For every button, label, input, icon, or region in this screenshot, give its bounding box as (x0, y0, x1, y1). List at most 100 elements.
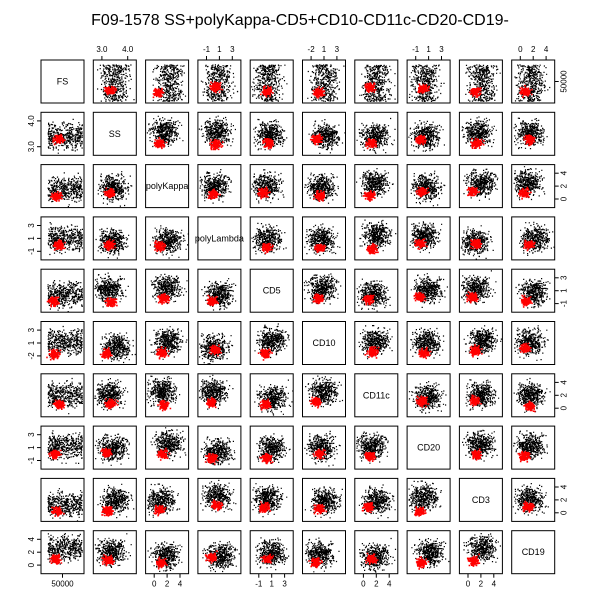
black-event-cloud (94, 272, 129, 308)
panel-ss-vs-polylambda (197, 111, 242, 156)
panel-cd3-vs-cd10 (302, 477, 346, 522)
panel-frame (145, 268, 190, 313)
black-event-cloud (94, 433, 130, 466)
tick-label: 3 (27, 327, 36, 332)
panel-polylambda-vs-cd3 (458, 216, 503, 261)
panel-ss-vs-cd10 (302, 111, 346, 156)
red-gated-subset (364, 451, 377, 462)
panel-cd3-vs-cd5 (249, 477, 294, 522)
red-gated-subset (204, 453, 219, 465)
black-event-cloud (97, 64, 135, 102)
tick-label: -1 (203, 45, 211, 54)
black-event-cloud (304, 486, 343, 519)
red-gated-subset (207, 188, 221, 200)
panel-frame (302, 164, 346, 209)
panel-cd19-vs-cd3 (458, 530, 503, 575)
diagonal-panel-frame (458, 477, 503, 522)
panel-cd3-vs-fs (40, 477, 85, 522)
panel-frame (145, 477, 190, 522)
tick-label: 3.0 (27, 141, 36, 153)
black-event-cloud (147, 483, 181, 518)
panel-frame (458, 216, 503, 261)
panel-fs-vs-cd10 (302, 59, 346, 104)
black-event-cloud (409, 221, 443, 254)
panel-frame (197, 111, 242, 156)
panel-frame (92, 373, 137, 418)
red-gated-subset (153, 504, 167, 517)
red-gated-subset (413, 291, 427, 303)
panel-cd10-vs-cd3 (458, 321, 503, 365)
black-event-cloud (513, 377, 551, 413)
panel-cd3-vs-polylambda (197, 477, 242, 522)
panel-frame (302, 268, 346, 313)
panel-frame (302, 425, 346, 470)
tick-label: 50000 (560, 70, 569, 93)
panel-cd10-vs-polykappa (145, 321, 190, 365)
panel-cd20-vs-cd11c (354, 425, 399, 470)
tick-label: 3 (27, 432, 36, 437)
panel-cd5-vs-fs (40, 268, 85, 313)
panel-cd11c-vs-polykappa (145, 373, 190, 418)
black-event-cloud (251, 483, 288, 518)
panel-frame (92, 164, 137, 209)
top-axis-cd10: -2 1 3 (308, 45, 340, 60)
panel-frame (406, 111, 451, 156)
red-gated-subset (46, 296, 60, 308)
black-event-cloud (410, 327, 445, 359)
red-gated-subset (156, 447, 171, 461)
panel-ss-vs-polykappa (145, 111, 190, 156)
black-event-cloud (356, 117, 396, 154)
panel-cd3-vs-cd19 (511, 477, 556, 522)
panel-frame (406, 164, 451, 209)
red-gated-subset (366, 242, 379, 255)
black-event-cloud (253, 118, 288, 151)
black-event-cloud (461, 270, 497, 305)
black-event-cloud (149, 326, 188, 360)
panel-cd3-vs-polykappa (145, 477, 190, 522)
panel-frame (249, 111, 294, 156)
red-gated-subset (49, 553, 63, 565)
panel-cd11c-vs-cd19 (511, 373, 556, 418)
variable-label-ss: SS (109, 129, 121, 139)
tick-label: 4 (387, 580, 392, 589)
panel-frame (197, 425, 242, 470)
top-axis-polylambda: -1 1 3 (203, 45, 235, 60)
right-axis-polykappa: 0 2 4 (554, 170, 569, 201)
panel-frame (40, 164, 85, 209)
black-event-cloud (359, 537, 397, 573)
black-event-cloud (356, 431, 389, 464)
black-event-cloud (515, 278, 551, 309)
red-gated-subset (260, 85, 274, 98)
diagonal-panel-frame (197, 216, 242, 261)
black-event-cloud (514, 64, 551, 102)
black-event-cloud (359, 219, 397, 252)
left-axis-cd20: -1 1 3 (27, 432, 41, 464)
red-gated-subset (308, 557, 323, 569)
panel-fs-vs-cd3 (458, 59, 503, 104)
tick-label: -1 (560, 299, 569, 307)
black-event-cloud (251, 169, 285, 204)
variable-label-fs: FS (57, 77, 69, 87)
panel-frame (145, 321, 190, 365)
black-event-cloud (408, 64, 445, 102)
red-gated-subset (313, 504, 328, 515)
tick-label: 4 (492, 580, 497, 589)
red-gated-subset (209, 139, 224, 151)
panel-frame (92, 425, 137, 470)
red-gated-subset (364, 346, 380, 359)
panel-frame (406, 216, 451, 261)
panel-fs-vs-polylambda (197, 59, 242, 104)
panel-cd3-vs-cd20 (406, 477, 451, 522)
diagonal-panel-frame (249, 268, 294, 313)
panel-cd10-vs-fs (40, 321, 85, 365)
variable-label-cd11c: CD11c (363, 390, 390, 400)
panel-ss-vs-cd11c (354, 111, 399, 156)
black-event-cloud (513, 166, 546, 201)
panel-ss-vs-cd3 (458, 111, 503, 156)
panel-frame (197, 477, 242, 522)
panel-cd20-vs-cd3 (458, 425, 503, 470)
